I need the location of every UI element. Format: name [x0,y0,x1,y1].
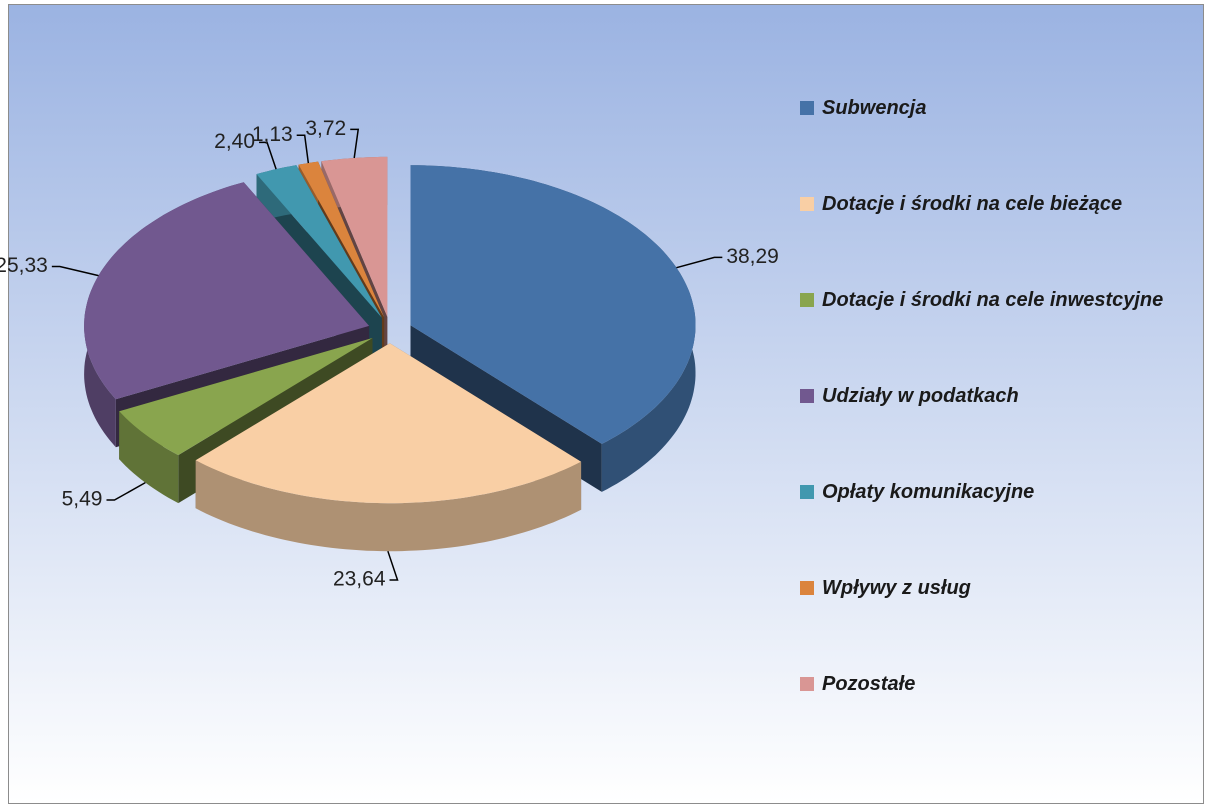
data-label: 2,40 [214,130,255,153]
legend-item: Subwencja [800,90,1190,126]
legend-label: Opłaty komunikacyjne [822,481,1035,503]
legend-swatch [800,677,814,691]
legend-swatch [800,581,814,595]
pie-slice [84,182,370,400]
legend-swatch [800,293,814,307]
legend-label: Dotacje i środki na cele bieżące [822,193,1123,215]
data-label: 1,13 [252,123,293,146]
legend-item: Dotacje i środki na cele inwestcyjne [800,282,1190,318]
legend-label: Dotacje i środki na cele inwestcyjne [822,289,1164,311]
legend-swatch [800,389,814,403]
pie-slice [298,161,385,318]
pie-slice [256,165,382,318]
legend-swatch [800,485,814,499]
leader-line [259,141,277,170]
leader-line [350,128,360,159]
data-label: 38,29 [726,245,779,268]
legend-item: Udziały w podatkach [800,378,1190,414]
legend-label: Wpływy z usług [822,577,971,599]
legend-swatch [800,197,814,211]
leader-line [106,481,146,501]
legend-label: Subwencja [822,97,927,119]
pie-slice [321,156,388,317]
leader-line [296,134,310,164]
legend-label: Pozostałe [822,673,916,695]
data-label: 25,33 [0,254,48,277]
data-label: 23,64 [333,568,386,591]
pie-slice [119,338,373,456]
pie-slice [195,343,582,504]
data-label: 5,49 [62,488,103,511]
pie-slice [410,165,696,444]
data-label: 3,72 [305,117,346,140]
slice-wall [119,411,179,504]
legend-item: Pozostałe [800,666,1190,702]
legend-label: Udziały w podatkach [822,385,1019,407]
leader-line [387,550,399,581]
legend-item: Wpływy z usług [800,570,1190,606]
legend-item: Dotacje i środki na cele bieżące [800,186,1190,222]
legend-swatch [800,101,814,115]
leader-line [676,256,723,269]
legend-item: Opłaty komunikacyjne [800,474,1190,510]
leader-line [51,265,99,277]
slice-wall [195,460,582,552]
